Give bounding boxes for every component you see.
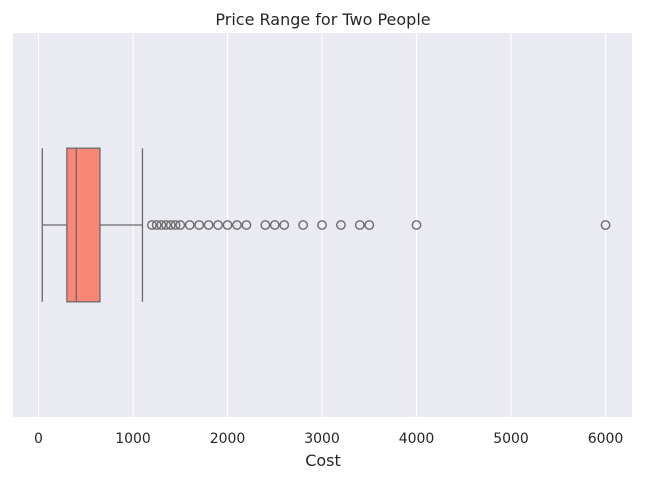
outlier-point [336, 220, 346, 230]
x-tick-label: 5000 [493, 431, 529, 447]
x-tick-label: 1000 [115, 431, 151, 447]
outlier-point [156, 220, 167, 230]
x-tick-label: 3000 [304, 431, 340, 447]
x-tick-label: 4000 [399, 431, 435, 447]
x-ticks: 0 1000 2000 3000 4000 5000 6000 [34, 431, 623, 447]
iqr-box [66, 147, 101, 303]
outlier-point [298, 220, 309, 230]
outlier-point [232, 220, 242, 230]
x-tick-label: 2000 [210, 431, 246, 447]
outlier-point [161, 220, 171, 230]
outlier-point [213, 220, 223, 230]
x-axis-label: Cost [305, 451, 341, 470]
outlier-point [175, 220, 186, 230]
outlier-point [364, 220, 375, 230]
box-plot [41, 147, 144, 303]
outlier-point [241, 220, 252, 230]
outlier-point [260, 220, 271, 230]
outlier-point [222, 220, 233, 230]
outlier-point [184, 220, 195, 230]
outlier-point [194, 220, 205, 230]
outlier-point [165, 220, 176, 230]
x-tick-label: 6000 [588, 431, 624, 447]
outlier-point [354, 220, 365, 230]
outlier-point [147, 220, 157, 230]
x-tick-label: 0 [34, 431, 43, 447]
outlier-point [203, 220, 214, 230]
chart-title: Price Range for Two People [215, 10, 430, 29]
outlier-point [317, 220, 327, 230]
outlier-point [151, 220, 162, 230]
outlier-point [269, 220, 280, 230]
outlier-point [170, 220, 181, 230]
outlier-point [411, 220, 422, 230]
outlier-point [600, 220, 611, 230]
outlier-points [147, 220, 611, 230]
outlier-point [279, 220, 290, 230]
